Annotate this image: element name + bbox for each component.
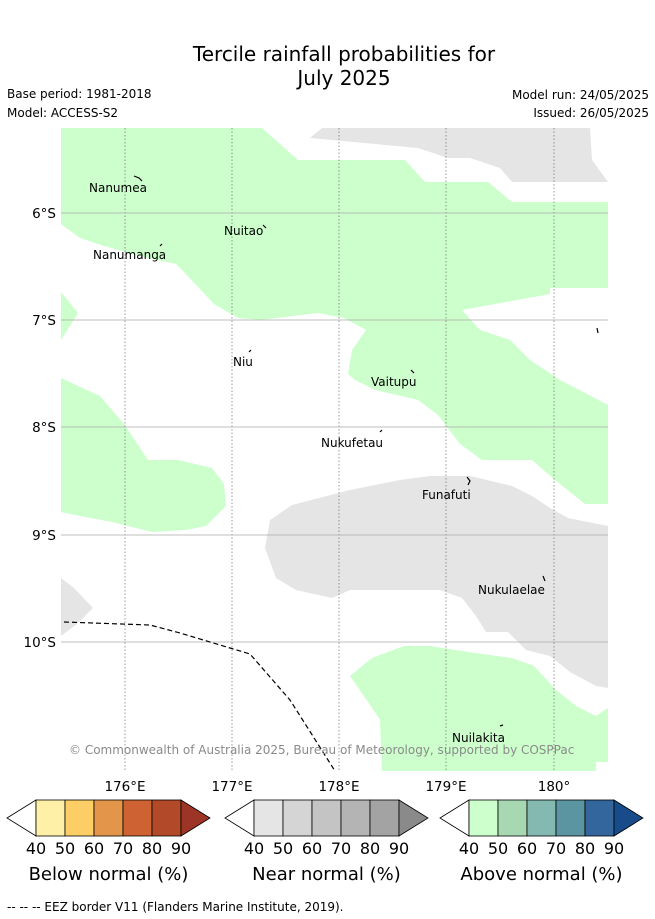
colorbar-above-normal: 40 50 60 70 80 90 Above normal (%) [439,799,644,885]
island-outlines [133,175,599,727]
place-label-nukufetau: Nukufetau [321,436,383,450]
near-colorbar-tick-label: 70 [331,839,351,858]
above-normal-region-west [61,378,226,532]
above-colorbar-caption: Above normal (%) [460,864,622,885]
near-colorbar-cell [282,799,313,837]
below-colorbar-cell [93,799,124,837]
above-colorbar-cell [497,799,528,837]
place-label-nanumea: Nanumea [89,181,147,195]
above-colorbar-tick-label: 40 [459,839,479,858]
issued-date: Issued: 26/05/2025 [533,106,649,120]
above-normal-region-west-small [61,292,78,340]
lat-label-9s: 9°S [32,528,56,544]
lat-label-6s: 6°S [32,206,56,222]
below-colorbar-cell [64,799,95,837]
colorbar-near-normal: 40 50 60 70 80 90 Near normal (%) [224,799,429,885]
near-colorbar-cell [311,799,342,837]
place-label-nuilakita: Nuilakita [452,731,505,745]
above-colorbar-cell [555,799,586,837]
below-colorbar-cell [151,799,182,837]
above-colorbar-tick-label: 50 [488,839,508,858]
eez-border-note: -- -- -- EEZ border V11 (Flanders Marine… [7,900,344,914]
near-colorbar-caption: Near normal (%) [252,864,401,885]
lon-label-180: 180° [538,779,571,795]
above-colorbar-cell [468,799,499,837]
eez-border [63,621,336,771]
graticule [61,128,608,771]
near-colorbar-tick-label: 90 [389,839,409,858]
lat-label-10s: 10°S [24,635,57,651]
near-colorbar-cell [369,799,400,837]
place-label-nuitao: Nuitao [224,224,263,238]
place-label-niu: Niu [233,355,253,369]
above-colorbar-extend-low [439,799,470,837]
place-label-funafuti: Funafuti [422,488,471,502]
place-label-nukulaelae: Nukulaelae [478,583,545,597]
model-name: Model: ACCESS-S2 [7,106,119,120]
lat-label-8s: 8°S [32,420,56,436]
near-normal-region-north [310,128,608,182]
near-colorbar-tick-label: 80 [360,839,380,858]
above-colorbar-tick-label: 60 [517,839,537,858]
above-colorbar-tick-label: 70 [546,839,566,858]
above-colorbar-cell [526,799,557,837]
below-colorbar-tick-label: 90 [171,839,191,858]
above-colorbar-tick-label: 80 [575,839,595,858]
below-colorbar-extend-low [6,799,37,837]
lon-label-178e: 178°E [318,779,359,795]
near-colorbar-cell [340,799,371,837]
below-colorbar-tick-label: 50 [55,839,75,858]
near-normal-region-west [61,578,93,636]
below-colorbar-cell [35,799,66,837]
near-colorbar-cell [253,799,284,837]
above-colorbar-tick-label: 90 [604,839,624,858]
below-colorbar-tick-label: 70 [113,839,133,858]
near-colorbar-tick-label: 40 [244,839,264,858]
lon-label-177e: 177°E [211,779,252,795]
below-colorbar-tick-label: 40 [26,839,46,858]
above-normal-region-north [61,128,608,504]
near-colorbar-tick-label: 50 [273,839,293,858]
colorbar-below-normal: 40 50 60 70 80 90 Below normal (%) [6,799,211,885]
below-colorbar-tick-label: 80 [142,839,162,858]
near-normal-region-central [265,476,608,688]
near-colorbar-tick-label: 60 [302,839,322,858]
map-title-line2: July 2025 [297,66,391,90]
lon-label-176e: 176°E [104,779,145,795]
below-colorbar-tick-label: 60 [84,839,104,858]
near-colorbar-extend-low [224,799,255,837]
above-colorbar-extend-high [613,799,644,837]
lat-label-7s: 7°S [32,313,56,329]
map-title-line1: Tercile rainfall probabilities for [192,42,496,66]
above-normal-region-south [350,646,608,771]
below-colorbar-extend-high [180,799,211,837]
lon-label-179e: 179°E [425,779,466,795]
place-label-nanumanga: Nanumanga [93,248,166,262]
base-period: Base period: 1981-2018 [7,87,152,101]
below-colorbar-cell [122,799,153,837]
above-colorbar-cell [584,799,615,837]
model-run: Model run: 24/05/2025 [511,88,649,102]
near-colorbar-extend-high [398,799,429,837]
probability-regions [61,128,608,771]
below-colorbar-caption: Below normal (%) [29,864,189,885]
copyright-notice: © Commonwealth of Australia 2025, Bureau… [69,743,574,757]
place-label-vaitupu: Vaitupu [371,375,417,389]
